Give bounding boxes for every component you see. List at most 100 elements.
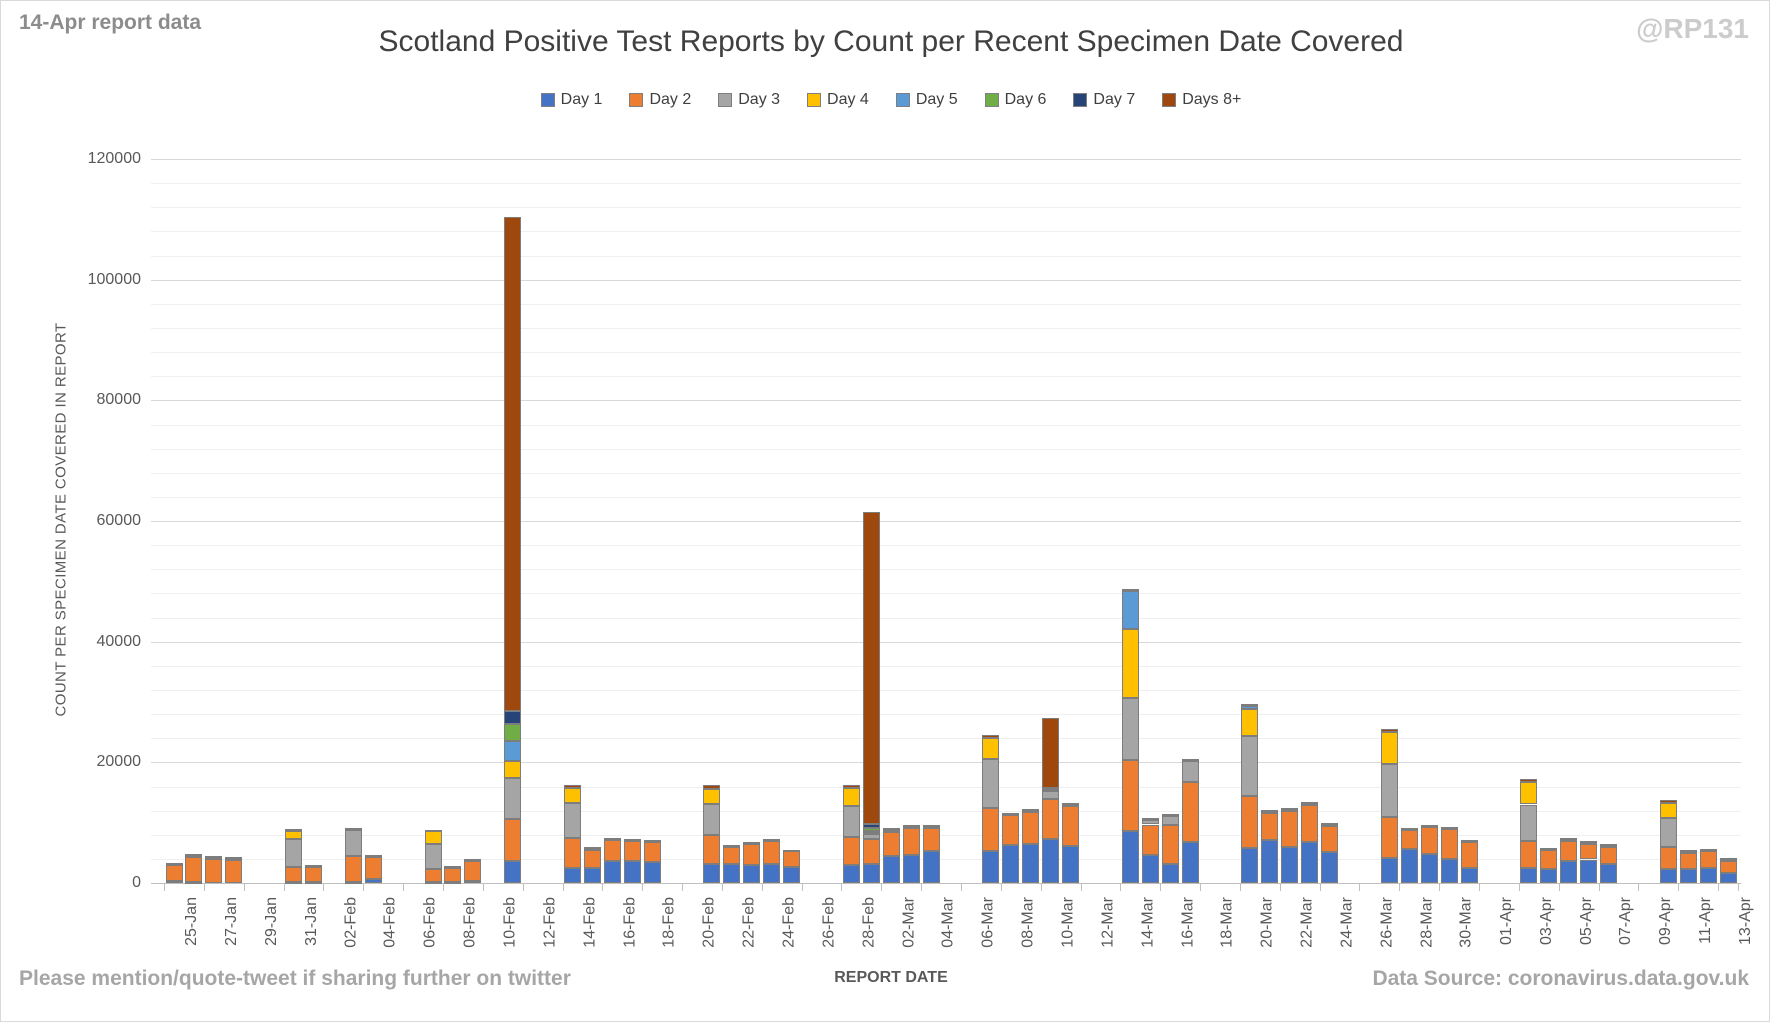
bar-segment-21-Feb-day-1[interactable] — [703, 864, 721, 883]
bar-segment-15-Feb-day-2[interactable] — [583, 849, 601, 868]
bar-segment-28-Mar-days-8-[interactable] — [1400, 828, 1418, 831]
legend-item-day-6[interactable]: Day 6 — [984, 91, 1046, 109]
bar-segment-28-Feb-days-8-[interactable] — [842, 784, 860, 789]
bar-segment-08-Mar-day-2[interactable] — [1002, 814, 1020, 845]
legend-item-day-7[interactable]: Day 7 — [1073, 91, 1135, 109]
bar-segment-23-Mar-days-8-[interactable] — [1301, 802, 1319, 805]
bar-segment-07-Apr-days-8-[interactable] — [1600, 844, 1617, 847]
bar-segment-08-Feb-days-8-[interactable] — [444, 866, 462, 869]
bar-segment-15-Feb-day-1[interactable] — [583, 867, 601, 883]
bar-segment-09-Feb-days-8-[interactable] — [464, 858, 482, 861]
bar-segment-03-Feb-day-3[interactable] — [344, 829, 362, 856]
bar-segment-14-Feb-day-4[interactable] — [563, 787, 581, 803]
bar-segment-10-Mar-days-8-[interactable] — [1042, 718, 1060, 788]
bar-segment-25-Feb-day-2[interactable] — [783, 851, 801, 867]
bar-segment-07-Apr-day-1[interactable] — [1600, 864, 1617, 883]
bar-segment-20-Mar-day-4[interactable] — [1241, 709, 1259, 737]
bar-segment-01-Mar-day-3[interactable] — [862, 834, 880, 839]
bar-segment-09-Feb-day-2[interactable] — [464, 860, 482, 882]
bar-segment-28-Jan-day-3[interactable] — [225, 858, 243, 861]
bar-segment-11-Feb-day-1[interactable] — [504, 861, 522, 883]
bar-segment-30-Mar-day-1[interactable] — [1440, 858, 1458, 883]
bar-segment-26-Jan-day-3[interactable] — [185, 855, 203, 858]
bar-segment-03-Apr-day-2[interactable] — [1520, 840, 1538, 868]
bar-segment-07-Apr-day-2[interactable] — [1600, 846, 1617, 865]
bar-segment-10-Mar-day-7[interactable] — [1042, 787, 1060, 790]
bar-segment-03-Mar-day-2[interactable] — [902, 828, 920, 855]
bar-segment-08-Mar-days-8-[interactable] — [1002, 813, 1020, 815]
bar-segment-24-Feb-days-8-[interactable] — [763, 839, 781, 841]
bar-segment-07-Mar-day-1[interactable] — [982, 851, 1000, 883]
bar-segment-05-Apr-days-8-[interactable] — [1560, 837, 1578, 840]
bar-segment-11-Feb-day-5[interactable] — [504, 741, 522, 762]
bar-segment-25-Jan-days-8-[interactable] — [165, 862, 183, 865]
bar-segment-27-Mar-days-8-[interactable] — [1380, 729, 1398, 733]
bar-segment-03-Apr-day-1[interactable] — [1520, 867, 1538, 883]
bar-segment-17-Mar-days-8-[interactable] — [1181, 759, 1199, 762]
bar-segment-16-Feb-day-2[interactable] — [603, 839, 621, 862]
bar-segment-21-Feb-day-4[interactable] — [703, 788, 721, 804]
legend-item-day-4[interactable]: Day 4 — [807, 91, 869, 109]
bar-segment-11-Feb-day-2[interactable] — [504, 819, 522, 862]
bar-segment-23-Mar-day-2[interactable] — [1301, 804, 1319, 842]
bar-segment-27-Jan-days-8-[interactable] — [205, 855, 223, 858]
bar-segment-15-Mar-day-3[interactable] — [1141, 820, 1159, 825]
bar-segment-23-Feb-days-8-[interactable] — [743, 842, 761, 844]
bar-segment-01-Mar-day-5[interactable] — [862, 831, 880, 834]
bar-segment-25-Jan-day-2[interactable] — [165, 864, 183, 881]
bar-segment-21-Mar-day-1[interactable] — [1261, 840, 1279, 883]
bar-segment-16-Mar-day-2[interactable] — [1161, 825, 1179, 865]
bar-segment-31-Mar-day-2[interactable] — [1460, 842, 1478, 868]
bar-segment-03-Mar-day-1[interactable] — [902, 854, 920, 883]
bar-segment-09-Mar-day-3[interactable] — [1022, 810, 1040, 813]
bar-segment-03-Apr-days-8-[interactable] — [1520, 779, 1538, 782]
bar-segment-31-Mar-days-8-[interactable] — [1460, 840, 1478, 843]
bar-segment-29-Mar-days-8-[interactable] — [1420, 825, 1438, 828]
bar-segment-28-Feb-day-1[interactable] — [842, 864, 860, 883]
bar-segment-16-Mar-days-8-[interactable] — [1161, 814, 1179, 817]
bar-segment-25-Jan-day-1[interactable] — [165, 880, 183, 883]
bar-segment-23-Feb-day-2[interactable] — [743, 843, 761, 865]
bar-segment-03-Feb-day-1[interactable] — [344, 881, 362, 884]
bar-segment-23-Feb-day-1[interactable] — [743, 864, 761, 883]
bar-segment-17-Mar-day-2[interactable] — [1181, 782, 1199, 842]
bar-segment-24-Feb-day-1[interactable] — [763, 863, 781, 883]
bar-segment-08-Feb-day-2[interactable] — [444, 867, 462, 883]
bar-segment-30-Mar-days-8-[interactable] — [1440, 826, 1458, 829]
bar-segment-04-Mar-day-2[interactable] — [922, 828, 940, 851]
bar-segment-09-Mar-day-2[interactable] — [1022, 811, 1040, 844]
bar-segment-28-Mar-day-1[interactable] — [1400, 849, 1418, 883]
bar-segment-12-Apr-day-2[interactable] — [1699, 851, 1717, 868]
bar-segment-22-Feb-day-1[interactable] — [723, 863, 741, 883]
bar-segment-27-Mar-day-1[interactable] — [1380, 858, 1398, 883]
bar-segment-20-Mar-day-5[interactable] — [1241, 706, 1259, 710]
bar-segment-10-Apr-days-8-[interactable] — [1659, 800, 1677, 803]
bar-segment-07-Feb-day-4[interactable] — [424, 831, 442, 845]
bar-segment-01-Mar-day-2[interactable] — [862, 839, 880, 864]
bar-segment-28-Feb-day-3[interactable] — [842, 806, 860, 838]
bar-segment-13-Apr-days-8-[interactable] — [1719, 857, 1737, 860]
bar-segment-06-Apr-days-8-[interactable] — [1580, 840, 1598, 843]
bar-segment-02-Mar-day-2[interactable] — [882, 831, 900, 856]
bar-segment-15-Mar-days-8-[interactable] — [1141, 818, 1159, 821]
bar-segment-25-Jan-day-3[interactable] — [165, 864, 183, 867]
bar-segment-31-Jan-day-3[interactable] — [285, 839, 302, 868]
bar-segment-07-Apr-day-3[interactable] — [1600, 846, 1617, 849]
bar-segment-10-Mar-day-1[interactable] — [1042, 839, 1060, 883]
legend-item-day-3[interactable]: Day 3 — [718, 91, 780, 109]
bar-segment-29-Mar-day-1[interactable] — [1420, 854, 1438, 883]
bar-segment-03-Mar-days-8-[interactable] — [902, 825, 920, 828]
bar-segment-20-Mar-day-2[interactable] — [1241, 796, 1259, 848]
bar-segment-11-Mar-day-1[interactable] — [1062, 846, 1079, 883]
bar-segment-21-Feb-days-8-[interactable] — [703, 785, 721, 789]
bar-segment-04-Mar-days-8-[interactable] — [922, 825, 940, 828]
bar-segment-17-Mar-day-1[interactable] — [1181, 842, 1199, 883]
bar-segment-10-Mar-day-3[interactable] — [1042, 791, 1060, 800]
bar-segment-01-Feb-day-2[interactable] — [304, 866, 322, 883]
bar-segment-11-Mar-day-3[interactable] — [1062, 805, 1079, 808]
bar-segment-22-Feb-day-2[interactable] — [723, 846, 741, 864]
bar-segment-20-Mar-days-8-[interactable] — [1241, 704, 1259, 707]
bar-segment-04-Mar-day-3[interactable] — [922, 826, 940, 829]
bar-segment-17-Feb-days-8-[interactable] — [623, 839, 641, 841]
bar-segment-29-Mar-day-2[interactable] — [1420, 826, 1438, 854]
